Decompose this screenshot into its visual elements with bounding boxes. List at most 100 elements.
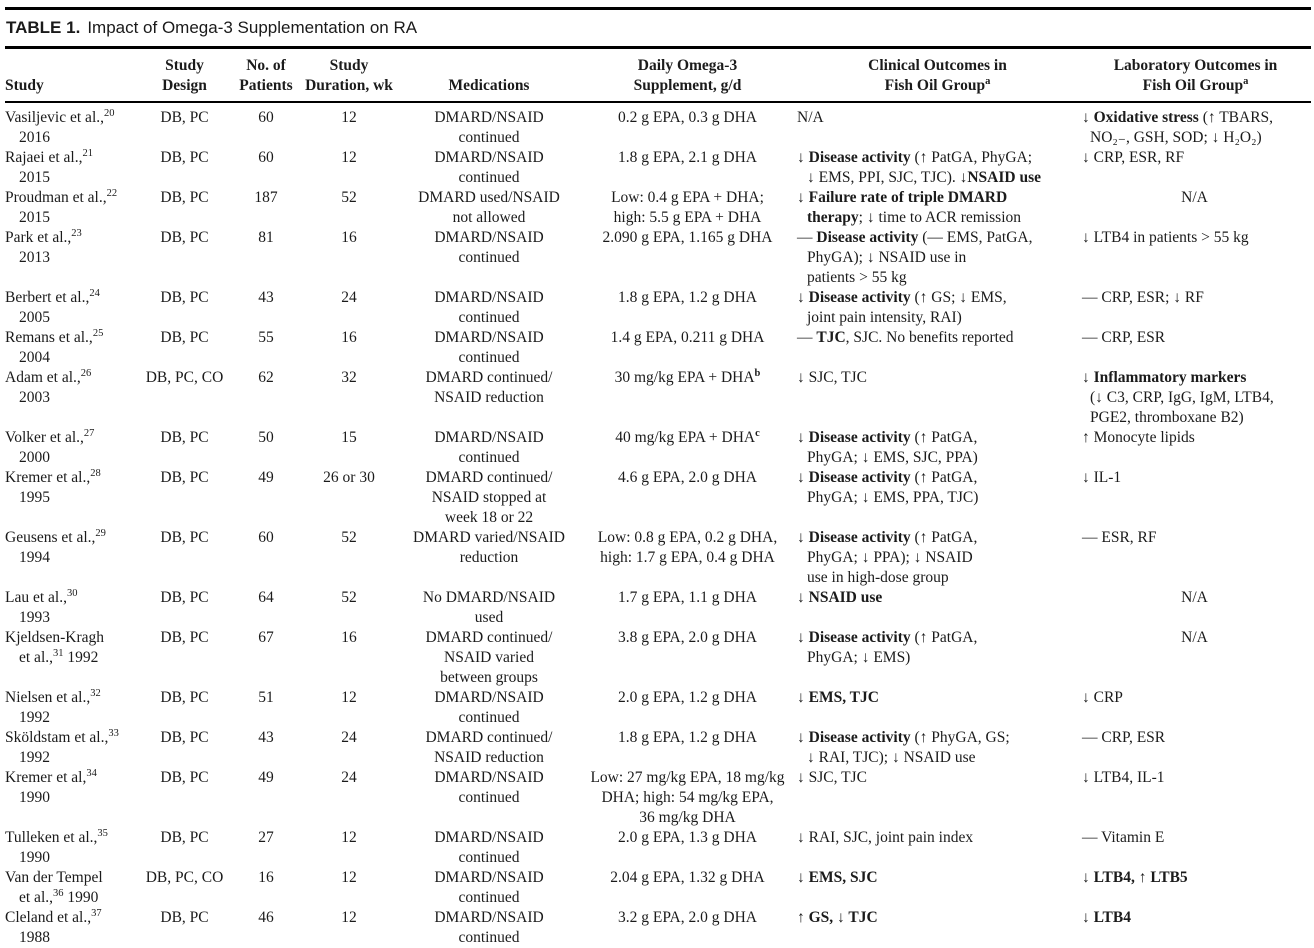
cell-duration: 52 [341, 589, 357, 606]
cell-supplement: 1.8 g EPA, 1.2 g DHA [618, 289, 757, 306]
cell-clinical: ↑ GS, ↓ TJC [797, 909, 878, 926]
cell-patients: 55 [258, 329, 274, 346]
cell-patients: 50 [258, 429, 274, 446]
table-row: Tulleken et al.,35 1990 DB, PC 27 12 DMA… [5, 828, 1311, 868]
cell-design: DB, PC [160, 149, 209, 166]
cell-patients: 62 [258, 369, 274, 386]
cell-laboratory: — CRP, ESR; ↓ RF [1082, 289, 1204, 306]
cell-clinical: — Disease activity (— EMS, PatGA, PhyGA)… [797, 229, 1033, 286]
cell-supplement: 40 mg/kg EPA + DHAc [615, 427, 760, 446]
cell-supplement: 2.04 g EPA, 1.32 g DHA [610, 869, 765, 886]
paper-table-figure: TABLE 1. Impact of Omega-3 Supplementatio… [0, 7, 1314, 948]
cell-design: DB, PC [160, 589, 209, 606]
cell-clinical: ↓ Failure rate of triple DMARD therapy; … [797, 189, 1021, 226]
cell-duration: 24 [341, 289, 357, 306]
table-row: Van der Tempel et al.,36 1990 DB, PC, CO… [5, 868, 1311, 908]
cell-supplement: 2.0 g EPA, 1.3 g DHA [618, 829, 757, 846]
table-row: Proudman et al.,22 2015 DB, PC 187 52 DM… [5, 188, 1311, 228]
column-header-laboratory-outcomes: Laboratory Outcomes in Fish Oil Groupa [1113, 57, 1278, 94]
cell-clinical: ↓ Disease activity (↑ PatGA, PhyGA; ↓ EM… [797, 469, 979, 506]
cell-laboratory: — CRP, ESR [1082, 329, 1166, 346]
header-row: Study Study Design No. of Patients Study… [5, 49, 1311, 101]
cell-medications: DMARD continued/ NSAID reduction [425, 369, 553, 406]
cell-supplement: 3.2 g EPA, 2.0 g DHA [618, 909, 757, 926]
cell-patients: 60 [258, 529, 274, 546]
cell-design: DB, PC [160, 529, 209, 546]
cell-laboratory: — ESR, RF [1082, 529, 1157, 546]
cell-medications: DMARD/NSAID continued [434, 109, 544, 146]
table-row: Cleland et al.,37 1988 DB, PC 46 12 DMAR… [5, 908, 1311, 948]
cell-laboratory: ↓ LTB4 [1082, 909, 1131, 926]
cell-clinical: ↓ Disease activity (↑ PatGA, PhyGA; ↓ EM… [797, 629, 978, 666]
cell-medications: DMARD/NSAID continued [434, 329, 544, 366]
cell-design: DB, PC [160, 289, 209, 306]
cell-study: Cleland et al.,37 1988 [5, 907, 102, 946]
cell-patients: 67 [258, 629, 274, 646]
cell-study: Proudman et al.,22 2015 [5, 187, 118, 226]
cell-patients: 43 [258, 729, 274, 746]
cell-clinical: ↓ Disease activity (↑ GS; ↓ EMS, joint p… [797, 289, 1007, 326]
cell-patients: 60 [258, 109, 274, 126]
cell-medications: DMARD/NSAID continued [434, 909, 544, 946]
cell-clinical: ↓ Disease activity (↑ PhyGA, GS; ↓ RAI, … [797, 729, 1010, 766]
cell-medications: DMARD/NSAID continued [434, 829, 544, 866]
cell-study: Remans et al.,25 2004 [5, 327, 104, 366]
cell-study: Berbert et al.,24 2005 [5, 287, 100, 326]
cell-laboratory: ↓ CRP, ESR, RF [1082, 149, 1185, 166]
table-caption: Impact of Omega-3 Supplementation on RA [87, 18, 418, 37]
cell-duration: 52 [341, 529, 357, 546]
cell-medications: DMARD/NSAID continued [434, 869, 544, 906]
cell-duration: 12 [341, 909, 357, 926]
cell-patients: 60 [258, 149, 274, 166]
table-title: TABLE 1. Impact of Omega-3 Supplementatio… [5, 10, 1311, 46]
title-divider-rule [5, 46, 1311, 49]
cell-laboratory: ↓ Oxidative stress (↑ TBARS, NO₂₋, GSH, … [1082, 109, 1274, 146]
column-header-no-of-patients: No. of Patients [239, 57, 293, 94]
cell-study: Volker et al.,27 2000 [5, 427, 95, 466]
cell-study: Vasiljevic et al.,20 2016 [5, 107, 115, 146]
cell-laboratory: ↓ LTB4 in patients > 55 kg [1082, 229, 1249, 246]
cell-study: Sköldstam et al.,33 1992 [5, 727, 119, 766]
cell-clinical: ↓ EMS, SJC [797, 869, 878, 886]
cell-design: DB, PC [160, 229, 209, 246]
cell-design: DB, PC [160, 329, 209, 346]
cell-study: Adam et al.,26 2003 [5, 367, 92, 406]
cell-design: DB, PC, CO [145, 369, 224, 386]
cell-design: DB, PC [160, 109, 209, 126]
cell-duration: 24 [341, 729, 357, 746]
cell-laboratory: N/A [1181, 629, 1208, 646]
cell-supplement: 0.2 g EPA, 0.3 g DHA [618, 109, 757, 126]
column-header-study-design: Study Design [162, 57, 207, 94]
cell-clinical: N/A [797, 109, 824, 126]
cell-laboratory: ↓ LTB4, IL-1 [1082, 769, 1165, 786]
cell-supplement: Low: 27 mg/kg EPA, 18 mg/kg DHA; high: 5… [590, 769, 785, 826]
cell-medications: DMARD/NSAID continued [434, 769, 544, 806]
cell-laboratory: ↑ Monocyte lipids [1082, 429, 1195, 446]
cell-medications: DMARD continued/ NSAID reduction [425, 729, 553, 766]
cell-supplement: 2.090 g EPA, 1.165 g DHA [602, 229, 773, 246]
cell-medications: DMARD continued/ NSAID stopped at week 1… [425, 469, 553, 526]
cell-clinical: ↓ SJC, TJC [797, 769, 867, 786]
cell-study: Rajaei et al.,21 2015 [5, 147, 93, 186]
cell-study: Van der Tempel et al.,36 1990 [5, 869, 103, 906]
cell-medications: DMARD/NSAID continued [434, 289, 544, 326]
cell-study: Geusens et al.,29 1994 [5, 527, 106, 566]
cell-supplement: 1.8 g EPA, 2.1 g DHA [618, 149, 757, 166]
table-row: Nielsen et al.,32 1992 DB, PC 51 12 DMAR… [5, 688, 1311, 728]
header-divider-rule [5, 101, 1311, 103]
cell-laboratory: ↓ IL-1 [1082, 469, 1122, 486]
table-row: Sköldstam et al.,33 1992 DB, PC 43 24 DM… [5, 728, 1311, 768]
table-row: Geusens et al.,29 1994 DB, PC 60 52 DMAR… [5, 528, 1311, 588]
cell-design: DB, PC [160, 429, 209, 446]
cell-duration: 16 [341, 629, 357, 646]
cell-duration: 16 [341, 329, 357, 346]
cell-supplement: Low: 0.8 g EPA, 0.2 g DHA, high: 1.7 g E… [597, 529, 778, 566]
cell-study: Kremer et al.,28 1995 [5, 467, 101, 506]
table-row: Park et al.,23 2013 DB, PC 81 16 DMARD/N… [5, 228, 1311, 288]
cell-supplement: 1.8 g EPA, 1.2 g DHA [618, 729, 757, 746]
cell-patients: 27 [258, 829, 274, 846]
table-row: Remans et al.,25 2004 DB, PC 55 16 DMARD… [5, 328, 1311, 368]
column-header-medications: Medications [448, 77, 530, 94]
cell-duration: 12 [341, 869, 357, 886]
cell-study: Kjeldsen-Kragh et al.,31 1992 [5, 629, 104, 666]
